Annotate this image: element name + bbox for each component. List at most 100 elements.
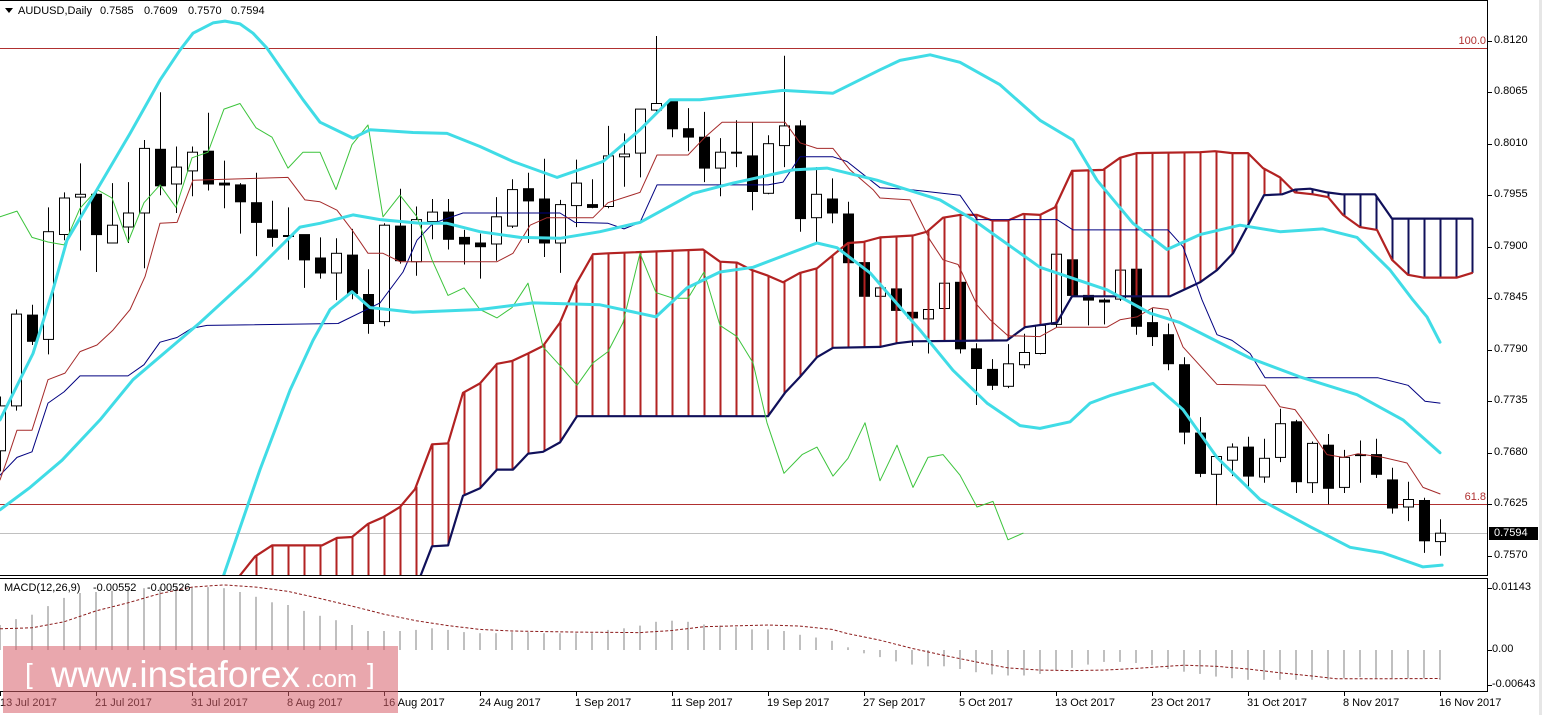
candle-bearish[interactable] [299, 234, 310, 288]
macd-chart-canvas[interactable] [0, 579, 1487, 690]
candle-bullish[interactable] [43, 207, 54, 355]
senkou-span-b-line [419, 187, 1474, 575]
candle-bullish[interactable] [59, 192, 70, 241]
candle-bearish[interactable] [667, 101, 678, 138]
time-axis-tick [1056, 692, 1057, 696]
candle-bullish[interactable] [731, 120, 742, 168]
candle-bearish[interactable] [267, 200, 278, 247]
candle-bullish[interactable] [1435, 519, 1446, 556]
macd-axis-label: 0.01143 [1492, 581, 1531, 593]
candle-bullish[interactable] [811, 167, 822, 243]
candle-bullish[interactable] [75, 163, 86, 251]
candle-bearish[interactable] [827, 178, 838, 224]
candle-bullish[interactable] [1035, 324, 1046, 355]
candle-bullish[interactable] [0, 396, 6, 472]
candle-bullish[interactable] [555, 199, 566, 273]
candle-body [827, 198, 838, 214]
watermark-open-bracket: [ [25, 658, 33, 689]
candle-bearish[interactable] [27, 304, 38, 345]
candle-bullish[interactable] [635, 108, 646, 178]
candle-bearish[interactable] [347, 228, 358, 300]
candle-bullish[interactable] [123, 182, 134, 243]
candle-bearish[interactable] [1179, 357, 1190, 445]
candle-bullish[interactable] [1355, 440, 1366, 483]
window-edge-strip [1539, 0, 1542, 715]
macd-histogram-bar [479, 633, 481, 650]
candle-bearish[interactable] [587, 179, 598, 209]
candle-bearish[interactable] [987, 359, 998, 390]
macd-axis[interactable]: 0.01143 0.00 -0.00643 [1488, 578, 1539, 691]
candle-bearish[interactable] [1163, 323, 1174, 371]
bollinger-lower-line [222, 241, 1444, 575]
candle-bearish[interactable] [1323, 434, 1334, 505]
candle-body [251, 202, 262, 223]
macd-histogram-bar [1439, 650, 1441, 680]
candle-bullish[interactable] [139, 140, 150, 269]
macd-histogram-bar [1055, 650, 1057, 671]
candle-bullish[interactable] [1019, 333, 1030, 369]
candle-bearish[interactable] [1083, 293, 1094, 326]
time-axis-tick [480, 692, 481, 696]
time-axis-label: 23 Oct 2017 [1151, 697, 1211, 709]
candle-bearish[interactable] [1099, 298, 1110, 325]
price-chart-panel[interactable] [0, 0, 1487, 575]
candle-bearish[interactable] [235, 183, 246, 234]
candle-bullish[interactable] [1275, 408, 1286, 463]
dropdown-triangle-icon[interactable] [5, 8, 13, 13]
macd-histogram-bar [671, 620, 673, 650]
price-axis[interactable]: 0.8120 0.8065 0.8010 0.7955 0.7900 0.7845 0.77… [1488, 0, 1539, 575]
candle-bullish[interactable] [603, 125, 614, 209]
candle-bullish[interactable] [1003, 344, 1014, 389]
candle-bullish[interactable] [491, 197, 502, 261]
candle-bullish[interactable] [651, 36, 662, 113]
candle-bearish[interactable] [747, 122, 758, 211]
macd-indicator-panel[interactable] [0, 579, 1487, 690]
candle-bearish[interactable] [1291, 419, 1302, 493]
macd-histogram-bar [847, 647, 849, 650]
candle-bearish[interactable] [395, 188, 406, 264]
candle-bearish[interactable] [1195, 417, 1206, 478]
candle-bearish[interactable] [1419, 497, 1430, 553]
time-axis-label: 27 Sep 2017 [863, 697, 926, 709]
price-axis-tick [1488, 556, 1492, 557]
candle-bearish[interactable] [315, 237, 326, 279]
candle-bearish[interactable] [1371, 438, 1382, 478]
candle-bullish[interactable] [1211, 455, 1222, 506]
candle-bullish[interactable] [107, 183, 118, 244]
candle-bearish[interactable] [459, 229, 470, 265]
candle-bullish[interactable] [1403, 481, 1414, 522]
candle-bearish[interactable] [91, 190, 102, 273]
candle-bullish[interactable] [1259, 438, 1270, 483]
candle-bearish[interactable] [251, 172, 262, 257]
candle-bearish[interactable] [155, 92, 166, 196]
candle-bullish[interactable] [1307, 441, 1318, 494]
macd-histogram-bar [1087, 650, 1089, 665]
candle-bullish[interactable] [331, 238, 342, 301]
candle-bearish[interactable] [1387, 467, 1398, 514]
candle-bearish[interactable] [683, 108, 694, 152]
candle-bearish[interactable] [523, 172, 534, 243]
watermark-text: www.instaforex [51, 654, 300, 695]
candle-bearish[interactable] [795, 120, 806, 232]
candle-body [379, 224, 390, 323]
macd-histogram-bar [207, 587, 209, 650]
candle-bullish[interactable] [427, 199, 438, 240]
price-chart-canvas[interactable] [0, 0, 1487, 575]
candle-bullish[interactable] [11, 309, 22, 411]
macd-histogram-bar [1135, 650, 1137, 663]
candle-bullish[interactable] [779, 55, 790, 168]
candle-body [811, 193, 822, 219]
candle-bearish[interactable] [699, 111, 710, 183]
candle-bearish[interactable] [219, 160, 230, 209]
candle-bullish[interactable] [187, 146, 198, 197]
chart-top-border [0, 0, 1488, 1]
candle-bearish[interactable] [475, 233, 486, 279]
macd-histogram-bar [511, 632, 513, 650]
candle-bullish[interactable] [763, 135, 774, 195]
candle-bearish[interactable] [1243, 436, 1254, 489]
macd-histogram-bar [719, 625, 721, 650]
macd-histogram-bar [447, 629, 449, 650]
macd-histogram-bar [895, 650, 897, 662]
candle-bullish[interactable] [171, 146, 182, 214]
candle-bullish[interactable] [507, 179, 518, 228]
